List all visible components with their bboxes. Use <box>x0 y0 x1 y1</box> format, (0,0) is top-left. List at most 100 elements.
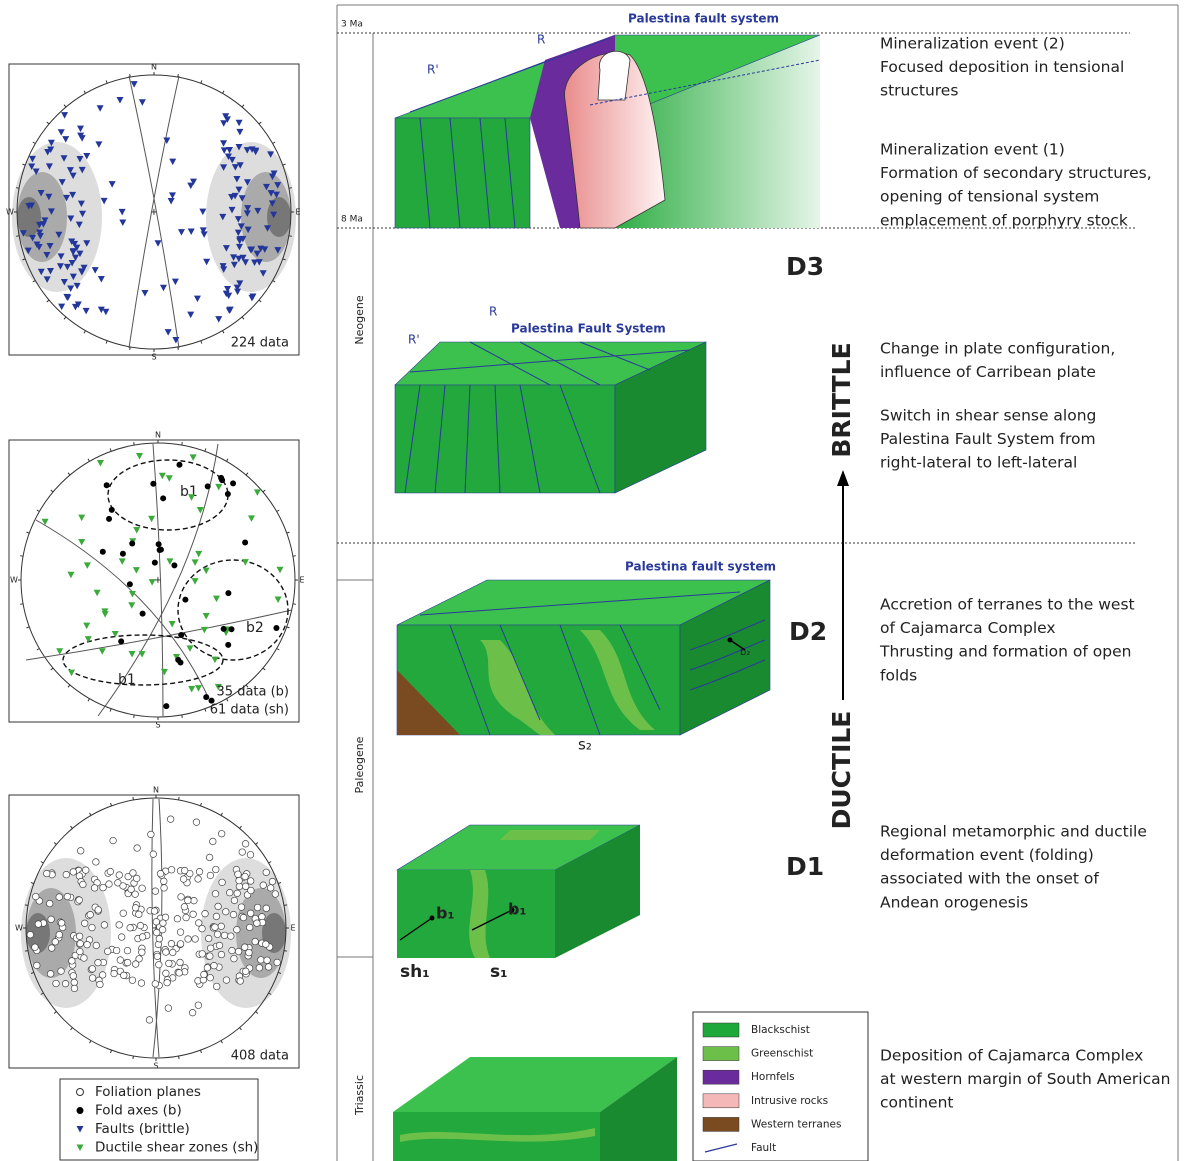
shear-label: sh₁ <box>400 962 430 982</box>
description: Mineralization event (2) <box>880 35 1065 53</box>
point <box>156 541 162 547</box>
description: associated with the onset of <box>880 870 1099 888</box>
description: Change in plate configuration, <box>880 340 1115 358</box>
point <box>218 951 225 958</box>
period-label: Neogene <box>353 295 366 344</box>
description: Switch in shear sense along <box>880 407 1096 425</box>
domain-label: b1 <box>118 672 136 688</box>
tick <box>178 347 179 350</box>
legend-label: Foliation planes <box>95 1084 201 1100</box>
point <box>263 869 270 876</box>
dir-s: S <box>153 1062 158 1071</box>
point <box>139 949 146 956</box>
tick <box>134 442 135 445</box>
point <box>168 940 175 947</box>
tick <box>133 797 134 800</box>
description: continent <box>880 1094 953 1112</box>
point <box>109 507 115 513</box>
point <box>155 961 162 968</box>
point <box>256 964 263 971</box>
dir-e: E <box>299 576 304 585</box>
legend-label: Ductile shear zones (sh) <box>95 1140 258 1156</box>
point <box>120 972 127 979</box>
tick <box>289 236 292 237</box>
tick <box>25 951 28 952</box>
point <box>202 910 209 917</box>
point <box>227 933 234 940</box>
description: right-lateral to left-lateral <box>880 454 1077 472</box>
tick <box>25 905 28 906</box>
tick <box>16 188 19 189</box>
description: structures <box>880 82 958 100</box>
point <box>106 881 113 888</box>
point <box>199 951 206 958</box>
legend-swatch <box>703 1094 739 1108</box>
fault-system-label: Palestina fault system <box>625 560 776 574</box>
stereonet: +NSWE224 data <box>6 63 300 362</box>
point <box>189 1009 196 1016</box>
description: at western margin of South American <box>880 1070 1170 1088</box>
point <box>153 918 160 925</box>
point <box>132 905 139 912</box>
point <box>195 876 202 883</box>
phase-label: D3 <box>786 252 824 281</box>
point <box>116 872 123 879</box>
point <box>247 878 254 885</box>
axis-label: b₂ <box>740 647 750 658</box>
point <box>43 870 50 877</box>
phase-label: D2 <box>789 617 827 646</box>
point <box>195 1002 202 1009</box>
point <box>236 877 243 884</box>
point <box>213 913 220 920</box>
point <box>205 935 212 942</box>
point <box>159 926 166 933</box>
point <box>237 978 244 985</box>
point <box>168 866 175 873</box>
point <box>33 962 40 969</box>
point <box>190 911 197 918</box>
block-triassic <box>393 1057 677 1161</box>
point <box>246 924 253 931</box>
description: folds <box>880 666 917 684</box>
point <box>239 849 246 856</box>
point <box>166 960 173 967</box>
point <box>183 914 190 921</box>
point <box>116 922 123 929</box>
dir-w: W <box>10 576 18 585</box>
foliation-label: s₁ <box>490 962 508 982</box>
point <box>118 638 124 644</box>
tick <box>284 905 287 906</box>
point <box>52 938 59 945</box>
point <box>160 878 167 885</box>
point <box>185 936 192 943</box>
point <box>32 944 39 951</box>
legend-symbol <box>77 1107 84 1114</box>
point <box>100 884 107 891</box>
point <box>225 590 231 596</box>
point <box>56 931 63 938</box>
point <box>81 955 88 962</box>
period-label: Paleogene <box>353 736 366 793</box>
legend-swatch <box>703 1070 739 1084</box>
point <box>254 920 261 927</box>
point <box>209 838 216 845</box>
tick <box>182 715 183 718</box>
tick <box>179 1056 180 1059</box>
point <box>148 831 155 838</box>
description: emplacement of porphyry stock <box>880 211 1128 229</box>
point <box>246 949 253 956</box>
point <box>58 968 65 975</box>
point <box>207 872 214 879</box>
dir-w: W <box>6 208 14 217</box>
legend-label: Blackschist <box>751 1024 810 1036</box>
point <box>118 934 125 941</box>
point <box>235 948 242 955</box>
point <box>53 980 60 987</box>
point <box>93 859 100 866</box>
point <box>100 549 106 555</box>
point <box>151 908 158 915</box>
fault-system-label: Palestina fault system <box>628 12 779 26</box>
legend-swatch <box>703 1023 739 1037</box>
block-d2 <box>397 580 770 735</box>
point <box>225 642 231 648</box>
